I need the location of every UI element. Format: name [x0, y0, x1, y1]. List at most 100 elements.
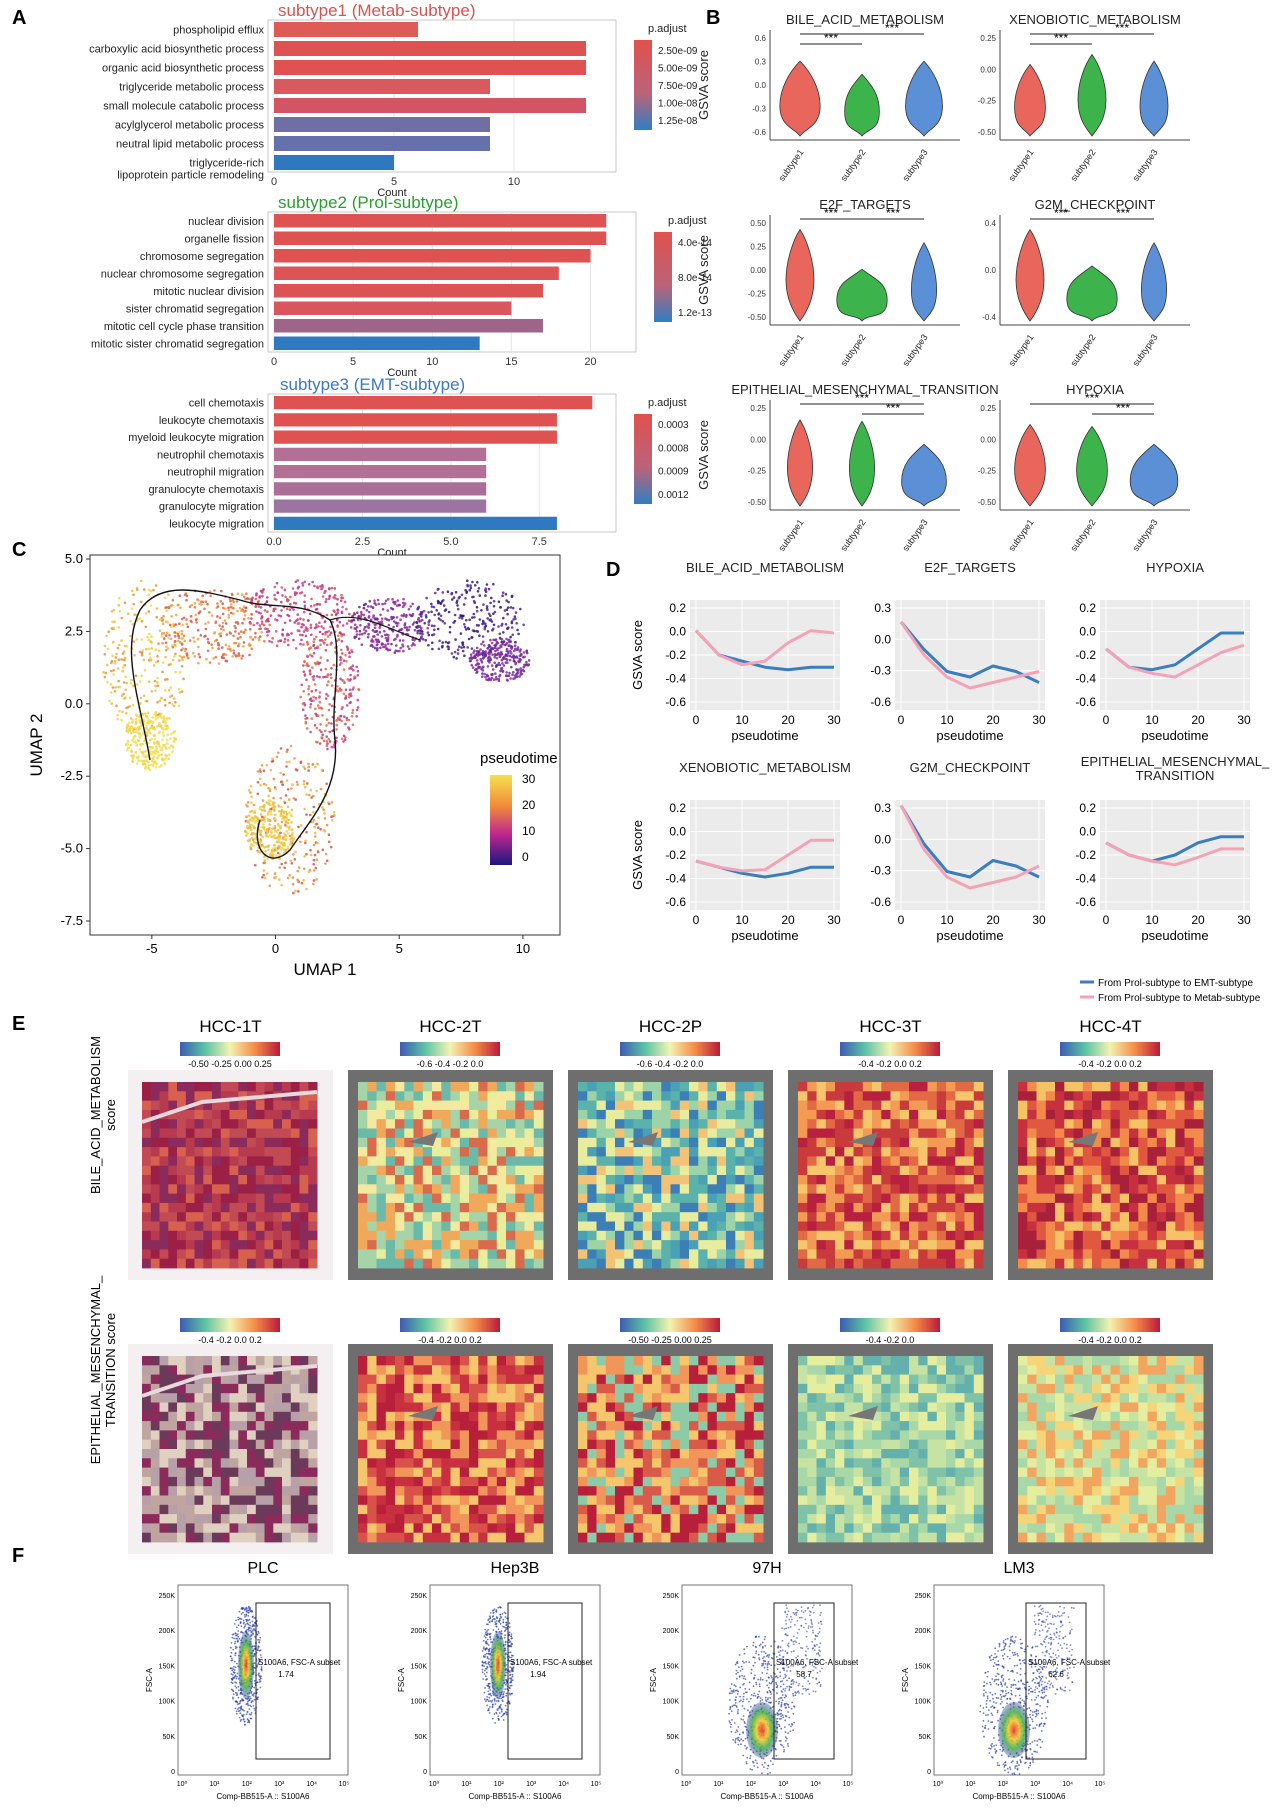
cell-point	[224, 622, 228, 625]
cell-point	[442, 604, 446, 607]
spot	[376, 1175, 387, 1185]
cell-point	[275, 581, 279, 585]
spot	[441, 1165, 451, 1176]
spot	[469, 1100, 479, 1111]
spot	[1018, 1184, 1028, 1194]
cell-point	[441, 591, 445, 594]
cell-point	[302, 630, 306, 633]
tick-label: 10	[940, 913, 954, 927]
cell-point	[296, 579, 300, 582]
spot	[1147, 1082, 1158, 1092]
spot	[964, 1221, 975, 1232]
cell-point	[154, 716, 157, 719]
cell-point	[221, 625, 224, 628]
spot	[946, 1202, 956, 1213]
spot	[496, 1109, 507, 1120]
cell-point	[424, 613, 428, 617]
cell-point	[340, 737, 344, 741]
spot	[816, 1156, 827, 1167]
spot	[290, 1147, 300, 1157]
cell-point	[250, 843, 253, 846]
spot	[633, 1082, 644, 1092]
spot	[816, 1128, 827, 1139]
spot	[282, 1193, 292, 1204]
spot	[624, 1109, 634, 1120]
cell-point	[302, 618, 305, 621]
spot	[220, 1156, 230, 1167]
spot	[1036, 1184, 1047, 1194]
spot	[506, 1082, 516, 1092]
cell-point	[147, 588, 151, 592]
spot	[273, 1082, 283, 1092]
cell-point	[358, 633, 362, 636]
cell-point	[494, 638, 498, 641]
cell-point	[172, 697, 176, 700]
cell-point	[343, 600, 347, 604]
violin	[1076, 425, 1108, 507]
spot	[404, 1212, 414, 1222]
spot	[1027, 1193, 1037, 1204]
spot	[229, 1100, 239, 1111]
cell-point	[402, 597, 405, 601]
spot	[255, 1082, 265, 1092]
cell-point	[159, 712, 163, 716]
cell-point	[482, 620, 485, 624]
cell-point	[195, 621, 198, 624]
cell-point	[317, 816, 320, 819]
cell-point	[156, 684, 160, 687]
legend-tick: 1.2e-13	[678, 308, 712, 319]
cell-point	[471, 616, 474, 619]
cell-point	[261, 844, 264, 847]
spot	[909, 1147, 919, 1157]
cell-point	[311, 666, 314, 669]
spot	[159, 1091, 169, 1101]
tick-label: -0.2	[665, 648, 686, 662]
cell-point	[217, 641, 220, 645]
spot	[689, 1193, 699, 1204]
spot	[385, 1175, 396, 1185]
cell-point	[323, 729, 327, 733]
spot	[1184, 1128, 1195, 1139]
cell-point	[164, 689, 167, 692]
spot	[964, 1119, 975, 1129]
spot	[973, 1184, 984, 1194]
spot	[798, 1109, 808, 1120]
spot	[255, 1119, 265, 1129]
spot	[159, 1175, 169, 1185]
spot	[1036, 1082, 1047, 1092]
cell-point	[321, 714, 324, 717]
cell-point	[240, 609, 243, 612]
cell-point	[330, 684, 334, 687]
tick-label: 0	[272, 941, 279, 956]
spot	[1101, 1258, 1111, 1269]
term-label: triglyceride-rich lipoprotein particle re…	[117, 158, 264, 182]
cell-point	[307, 762, 310, 766]
spot	[376, 1258, 387, 1269]
cell-point	[315, 822, 319, 826]
spot	[698, 1128, 708, 1139]
spot	[1110, 1082, 1121, 1092]
cell-point	[167, 688, 171, 692]
spot	[735, 1128, 745, 1139]
cell-point	[266, 828, 269, 831]
cell-point	[411, 614, 414, 618]
cell-point	[359, 615, 363, 618]
spot	[282, 1184, 292, 1194]
cell-point	[369, 644, 373, 647]
spot	[652, 1221, 662, 1232]
spot	[220, 1109, 230, 1120]
cell-point	[427, 611, 430, 614]
spot	[450, 1137, 461, 1148]
cell-point	[464, 618, 468, 622]
spot	[487, 1184, 498, 1194]
spot	[726, 1193, 736, 1204]
cell-point	[367, 610, 371, 614]
cell-point	[283, 588, 287, 592]
spot	[633, 1184, 644, 1194]
cell-point	[260, 764, 264, 767]
spot	[642, 1156, 653, 1167]
cell-point	[180, 664, 184, 668]
cell-point	[161, 731, 165, 734]
cell-point	[307, 685, 311, 688]
